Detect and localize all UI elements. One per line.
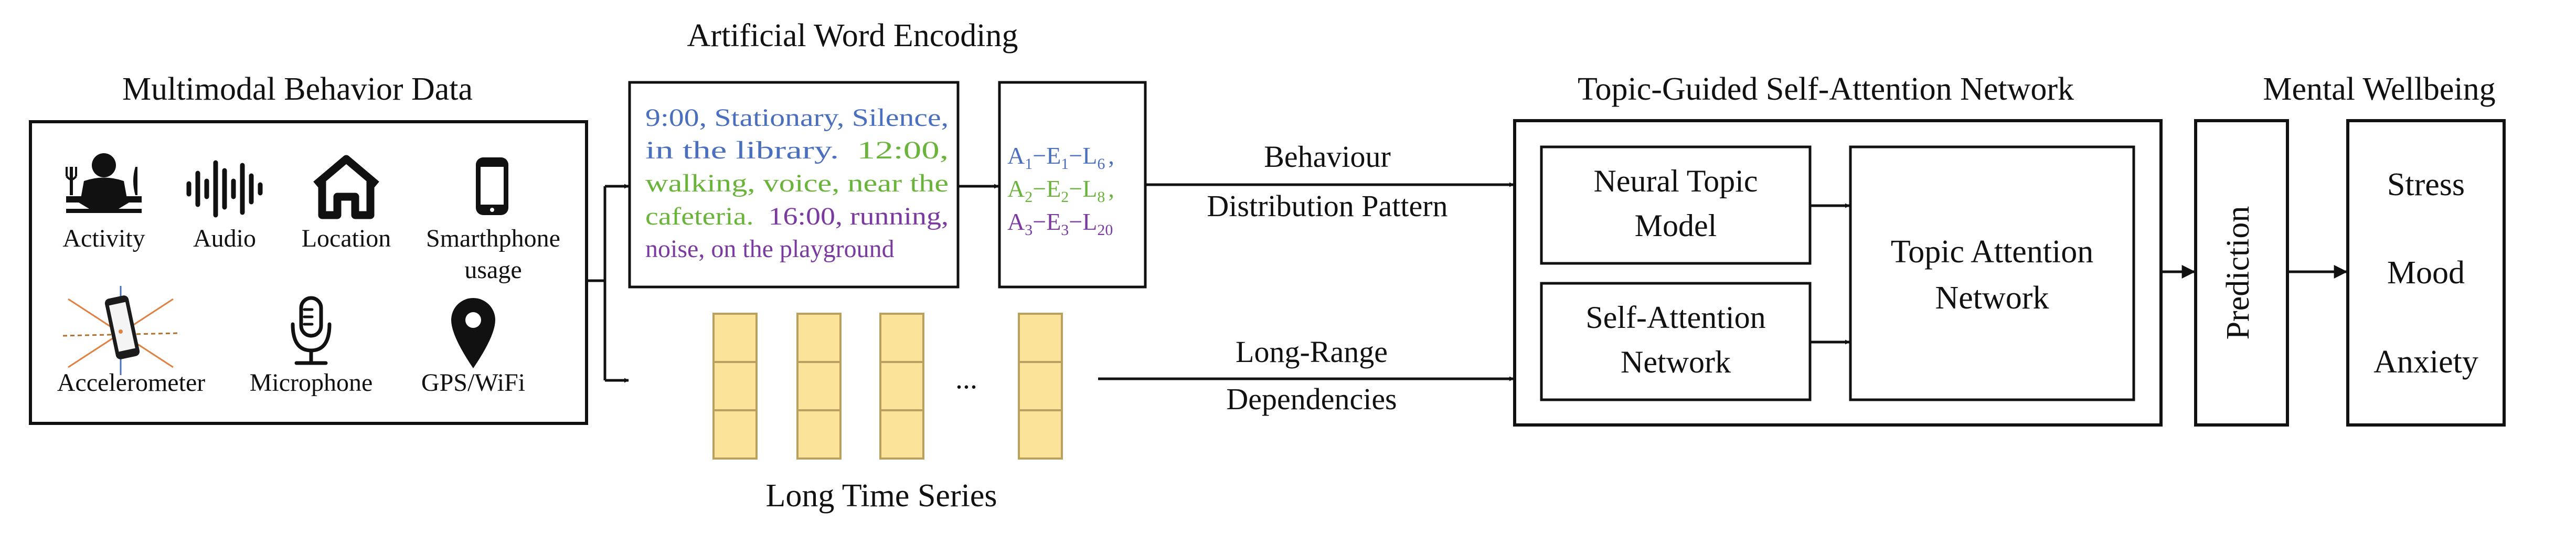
accelerometer-icon <box>62 286 179 375</box>
label-long-range: Long-Range <box>1236 335 1388 369</box>
topic-attention-network-box <box>1849 145 2135 401</box>
word-code-2: A2−E2−L8, <box>1007 175 1114 206</box>
title-artificial-word-encoding: Artificial Word Encoding <box>687 18 1018 54</box>
smartphone-icon <box>476 157 508 215</box>
multimodal-data-box <box>29 120 588 425</box>
ntm-label-line2: Model <box>1635 208 1717 243</box>
time-series-column <box>879 313 924 460</box>
encoding-text-box <box>628 81 960 289</box>
title-multimodal-behavior-data: Multimodal Behavior Data <box>122 71 473 107</box>
label-accelerometer: Accelerometer <box>57 369 205 397</box>
label-long-time-series: Long Time Series <box>766 478 997 514</box>
person-eating-icon <box>66 153 142 213</box>
encoding-line-5: noise, on the playground <box>645 235 895 263</box>
ntm-label-line1: Neural Topic <box>1594 164 1758 198</box>
map-pin-icon <box>451 298 495 368</box>
san-label-line1: Self-Attention <box>1585 300 1765 335</box>
label-activity: Activity <box>62 225 145 252</box>
wellbeing-box <box>2346 119 2506 427</box>
time-series-column <box>1018 313 1063 460</box>
encoding-line-4: cafeteria. 16:00, running, <box>645 203 949 230</box>
encoding-text: 9:00, Stationary, Silence, in the librar… <box>645 104 949 263</box>
label-dependencies: Dependencies <box>1226 382 1397 416</box>
outcome-mood: Mood <box>2387 255 2465 291</box>
label-location: Location <box>302 225 391 252</box>
sound-wave-icon <box>186 160 263 218</box>
label-microphone: Microphone <box>250 369 373 397</box>
tan-label-line2: Network <box>1935 280 2049 316</box>
title-mental-wellbeing: Mental Wellbeing <box>2263 71 2495 107</box>
home-icon <box>313 155 379 219</box>
label-distribution-pattern: Distribution Pattern <box>1207 189 1447 223</box>
data-branch-connector <box>587 184 629 383</box>
encoding-line-2: in the library. 12:00, <box>645 136 949 164</box>
prediction-label: Prediction <box>2220 206 2256 340</box>
word-codes: A1−E1−L6, A2−E2−L8, A3−E3−L20 <box>1007 142 1114 239</box>
label-smartphone-usage-line2: usage <box>464 256 521 284</box>
encoding-line-3: walking, voice, near the <box>645 169 949 197</box>
outcome-anxiety: Anxiety <box>2373 344 2478 380</box>
san-label-line2: Network <box>1621 345 1731 379</box>
microphone-icon <box>291 296 332 365</box>
title-topic-guided-network: Topic-Guided Self-Attention Network <box>1578 71 2074 107</box>
label-smartphone-usage-line1: Smarthphone <box>426 225 560 252</box>
tan-label-line1: Topic Attention <box>1891 234 2094 270</box>
outcome-stress: Stress <box>2387 167 2465 203</box>
encoding-line-1: 9:00, Stationary, Silence, <box>645 104 949 132</box>
time-series-column <box>712 313 758 460</box>
time-series-ellipsis: ... <box>955 363 977 395</box>
label-behaviour: Behaviour <box>1264 140 1391 174</box>
label-audio: Audio <box>193 225 256 252</box>
word-code-3: A3−E3−L20 <box>1007 208 1113 239</box>
time-series-column <box>796 313 842 460</box>
label-gps-wifi: GPS/WiFi <box>421 369 525 397</box>
time-series-cells <box>712 313 1063 460</box>
word-code-1: A1−E1−L6, <box>1007 142 1114 173</box>
